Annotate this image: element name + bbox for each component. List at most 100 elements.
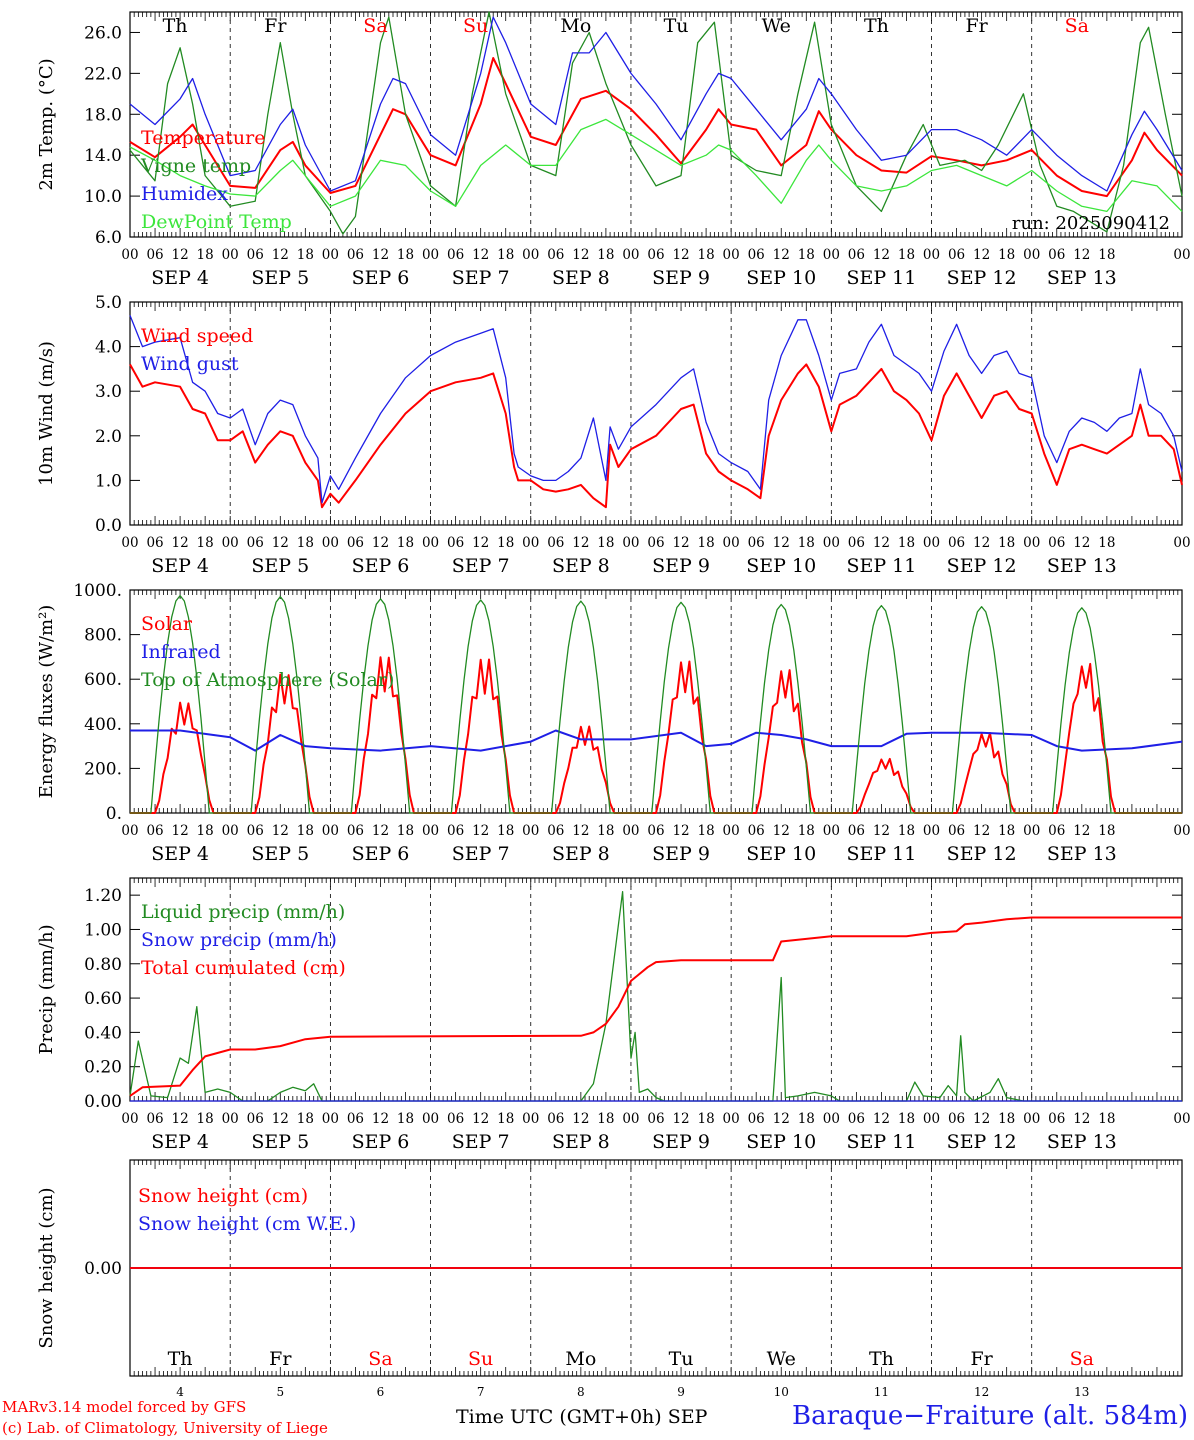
series-line: [129, 363, 1183, 509]
hour-label: 00: [222, 535, 239, 551]
y-tick-label: 0.20: [84, 1058, 122, 1078]
y-axis-label: Precip (mm/h): [36, 924, 57, 1054]
hour-label: 06: [547, 535, 564, 551]
date-label: SEP 6: [352, 555, 410, 577]
day-number-label: 4: [176, 1385, 184, 1399]
date-label: SEP 11: [846, 843, 916, 865]
y-tick-label: 400.: [84, 715, 122, 735]
hour-label: 06: [1048, 1111, 1065, 1127]
panel-1: 26.0 22.0 18.0 14.0 10.0 6.0 2m Temp. (°C) 00 06…: [36, 11, 1191, 289]
day-of-week-label: Fr: [264, 15, 287, 37]
legend-entry: Liquid precip (mm/h): [141, 901, 345, 923]
day-of-week-label: We: [767, 1348, 796, 1370]
y-tick-label: 0.60: [84, 989, 122, 1009]
hour-label: 06: [146, 247, 163, 263]
day-number-label: 9: [677, 1385, 685, 1399]
series-line: [129, 891, 1182, 1102]
hour-label: 06: [948, 247, 965, 263]
hour-label: 00: [422, 247, 439, 263]
day-of-week-label: Fr: [970, 1348, 993, 1370]
hour-label: 18: [597, 247, 614, 263]
hour-label: 00: [1023, 247, 1040, 263]
hour-label: 00: [923, 1111, 940, 1127]
hour-label: 06: [247, 823, 264, 839]
date-label: SEP 12: [947, 843, 1017, 865]
hour-label: 00: [1023, 1111, 1040, 1127]
date-label: SEP 8: [552, 843, 610, 865]
hour-label: 00: [422, 1111, 439, 1127]
hour-label: 18: [397, 535, 414, 551]
date-label: SEP 8: [552, 267, 610, 289]
hour-label: 18: [998, 1111, 1015, 1127]
y-tick-label: 0.80: [84, 955, 122, 975]
y-tick-label: 1000.: [73, 581, 122, 601]
hour-label: 06: [1048, 247, 1065, 263]
hour-label: 06: [848, 823, 865, 839]
hour-label: 18: [297, 247, 314, 263]
hour-label: 00: [723, 247, 740, 263]
month-label: SEP: [667, 1406, 708, 1428]
legend-entry: Snow precip (mm/h): [141, 929, 337, 951]
hour-label: 18: [497, 535, 514, 551]
series-line: [130, 729, 1183, 752]
hour-label: 06: [447, 823, 464, 839]
date-label: SEP 5: [251, 555, 309, 577]
y-axis-label: Snow height (cm): [36, 1187, 57, 1348]
day-number-label: 8: [577, 1385, 585, 1399]
day-of-week-label: Mo: [565, 1348, 596, 1370]
hour-label: 06: [948, 823, 965, 839]
hour-label: 12: [272, 247, 289, 263]
hour-label: 18: [497, 823, 514, 839]
hour-label: 12: [773, 535, 790, 551]
hour-label: 00: [322, 247, 339, 263]
hour-label: 18: [998, 823, 1015, 839]
date-label: SEP 4: [151, 555, 209, 577]
hour-label: 12: [1073, 1111, 1090, 1127]
date-label: SEP 7: [452, 1131, 510, 1153]
series-line: [129, 16, 1183, 192]
hour-label: 00: [522, 535, 539, 551]
date-label: SEP 5: [251, 1131, 309, 1153]
hour-label: 00: [422, 823, 439, 839]
legend-entry: Vigne temp: [140, 155, 251, 177]
hour-label: 12: [372, 823, 389, 839]
day-number-label: 6: [377, 1385, 385, 1399]
plot-frame: [129, 589, 1183, 814]
hour-label: 00: [322, 823, 339, 839]
y-tick-label: 0.00: [84, 1092, 122, 1112]
hour-label: 00: [322, 535, 339, 551]
y-tick-label: 1.00: [84, 920, 122, 940]
y-tick-label: 5.0: [95, 293, 122, 313]
hour-label: 18: [197, 1111, 214, 1127]
date-label: SEP 12: [947, 1131, 1017, 1153]
hour-label: 12: [873, 823, 890, 839]
day-number-label: 13: [1074, 1385, 1089, 1399]
y-tick-label: 600.: [84, 670, 122, 690]
hour-label: 18: [397, 247, 414, 263]
y-axis-label: 10m Wind (m/s): [36, 341, 57, 486]
panel-2: 5.0 4.0 3.0 2.0 1.0 0.0 10m Wind (m/s) 00 06 12 18…: [36, 293, 1191, 577]
date-label: SEP 6: [352, 267, 410, 289]
hour-label: 00: [923, 247, 940, 263]
hour-label: 00: [622, 535, 639, 551]
hour-label: 12: [372, 535, 389, 551]
date-label: SEP 11: [846, 267, 916, 289]
y-tick-label: 14.0: [84, 146, 122, 166]
hour-label: 06: [848, 535, 865, 551]
date-label: SEP 5: [251, 843, 309, 865]
time-axis-label: Time UTC (GMT+0h) SEP: [456, 1406, 707, 1428]
day-of-week-label: Fr: [965, 15, 988, 37]
hour-label: 00: [222, 247, 239, 263]
date-label: SEP 8: [552, 1131, 610, 1153]
hour-label: 18: [597, 823, 614, 839]
date-label: SEP 9: [652, 267, 710, 289]
day-of-week-label: We: [762, 15, 791, 37]
hour-label: 12: [672, 247, 689, 263]
legend-entry: DewPoint Temp: [141, 211, 292, 233]
hour-label: 00: [121, 1111, 138, 1127]
hour-label: 18: [798, 823, 815, 839]
y-tick-label: 6.0: [95, 228, 122, 248]
y-tick-label: 1.0: [95, 471, 122, 491]
date-label: SEP 11: [846, 555, 916, 577]
hour-label: 18: [1098, 535, 1115, 551]
